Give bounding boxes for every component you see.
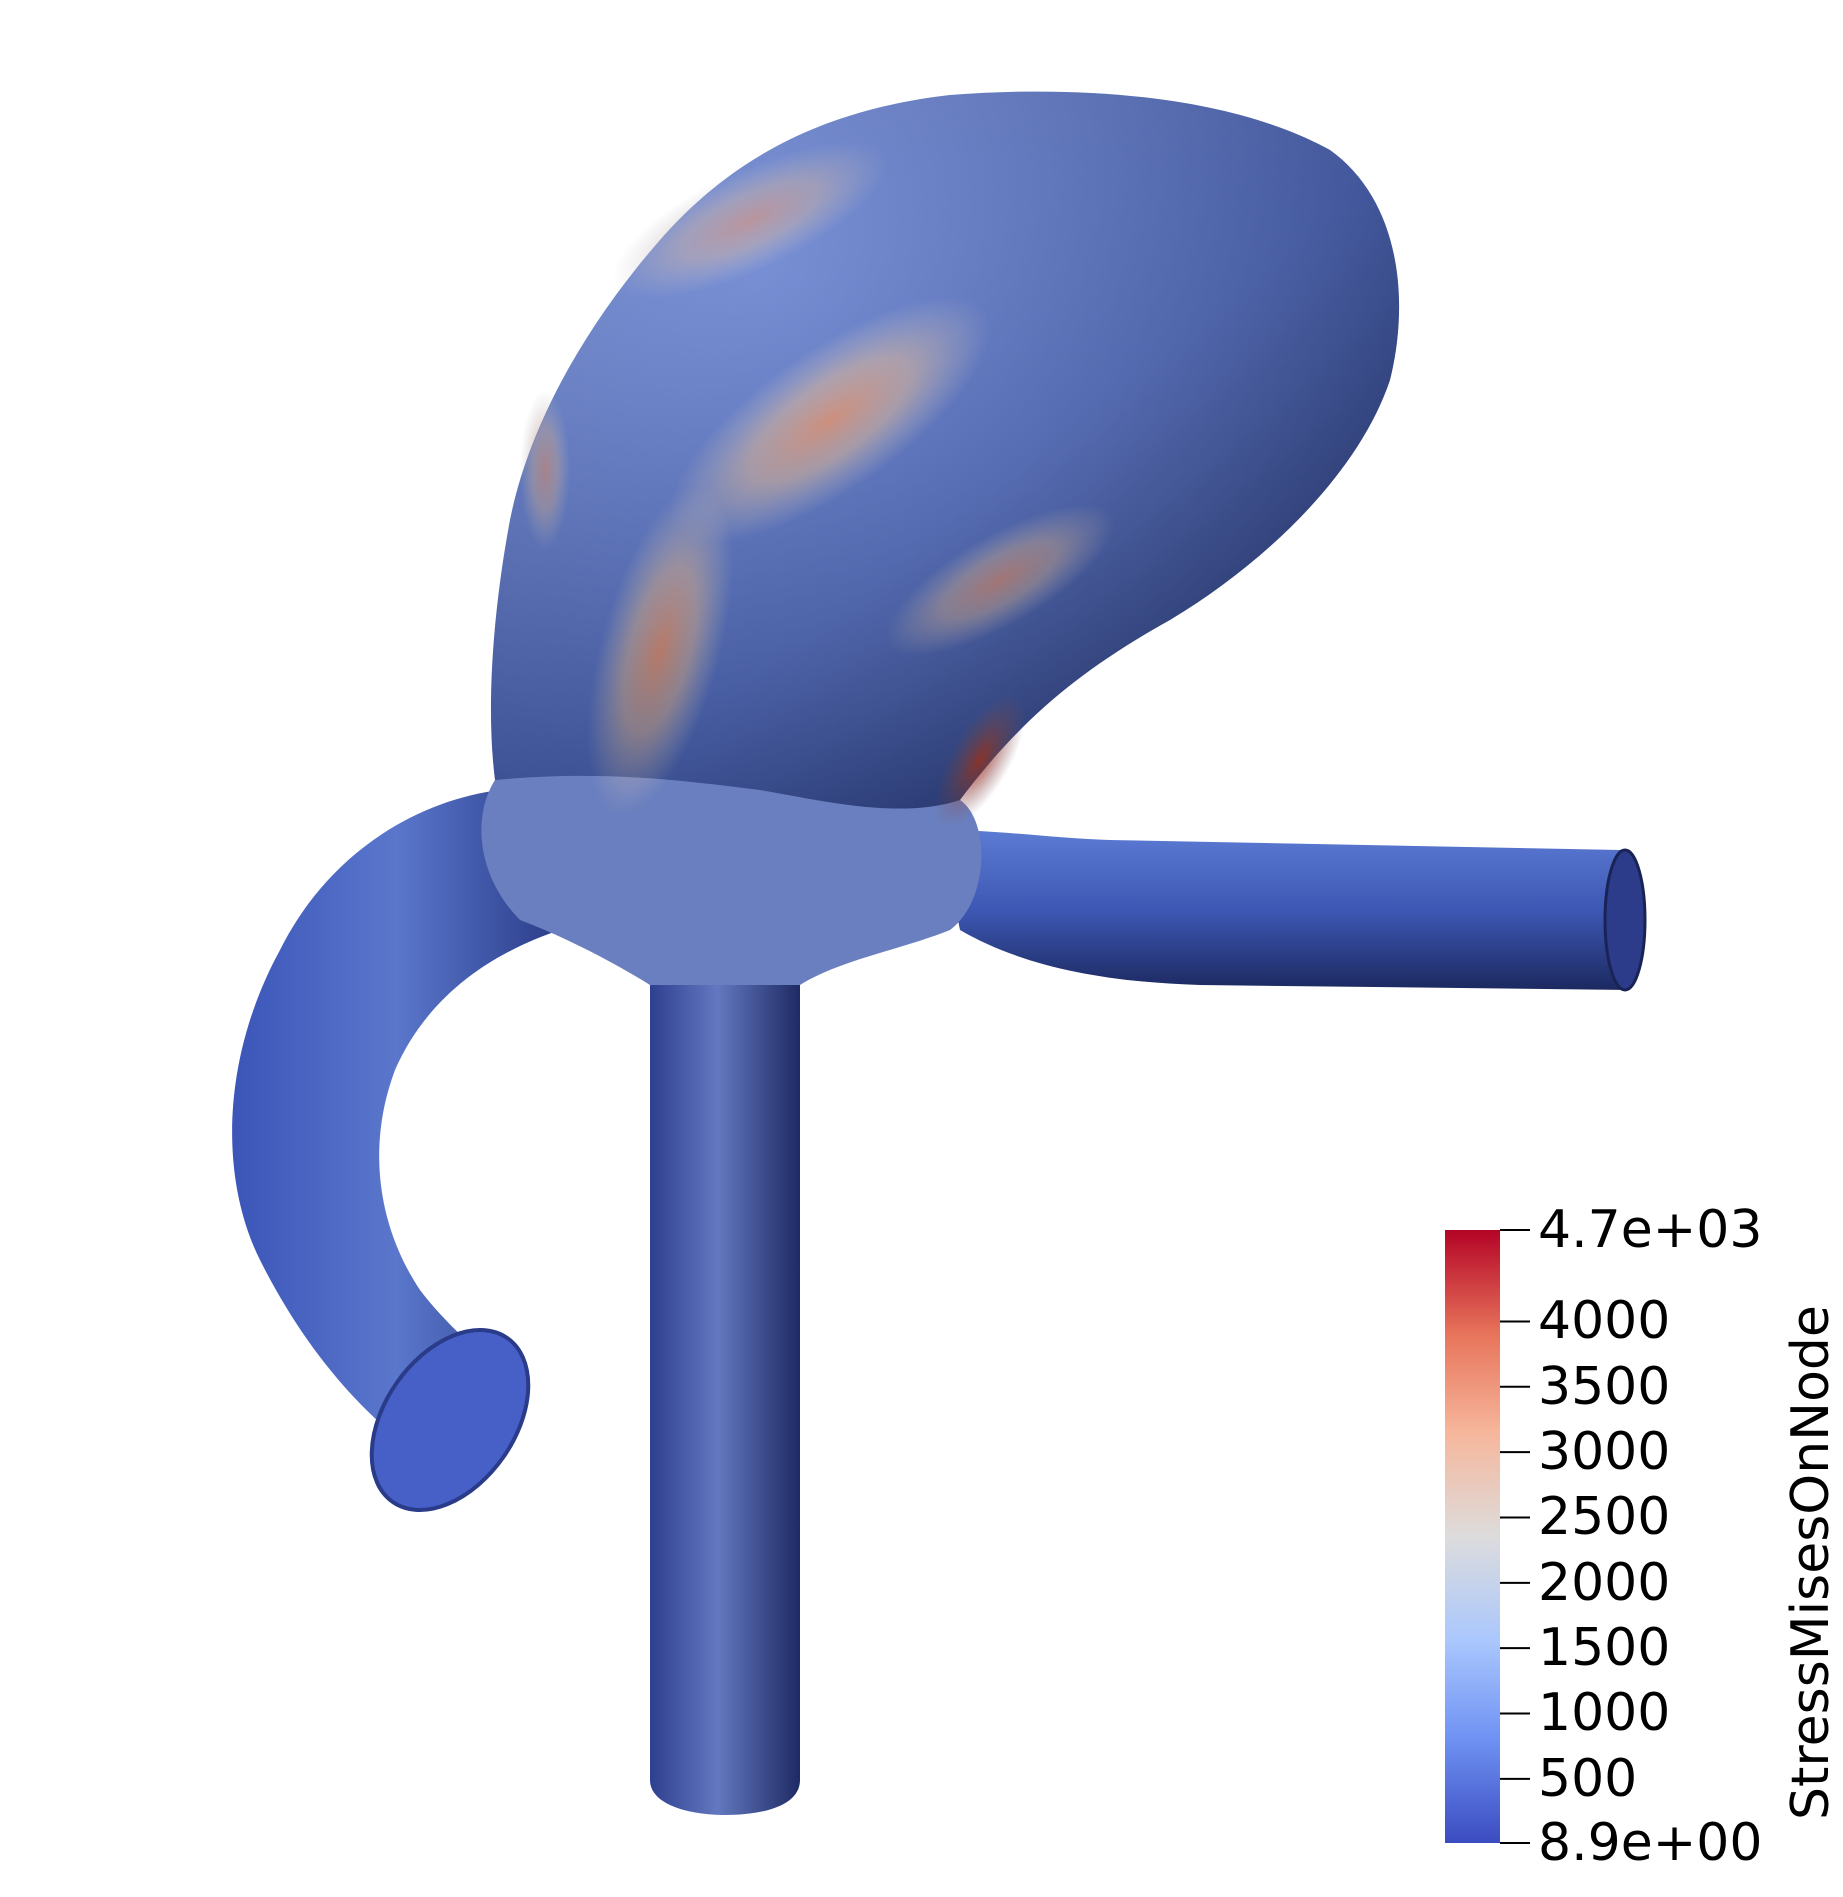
right-branch-opening xyxy=(1603,848,1647,992)
colorbar-tick-label: 1000 xyxy=(1538,1683,1671,1744)
central-stem xyxy=(650,940,800,1815)
colorbar-ticks xyxy=(1500,1229,1530,1844)
colorbar-tick-label: 8.9e+00 xyxy=(1538,1813,1763,1873)
left-curved-branch xyxy=(232,790,560,1471)
right-horizontal-branch xyxy=(940,830,1630,990)
colorbar-title: StressMisesOnNode xyxy=(1781,1305,1841,1820)
colorbar-tick-label: 4.7e+03 xyxy=(1538,1200,1763,1260)
colorbar-tick-label: 3000 xyxy=(1538,1422,1671,1483)
colorbar-tick-label: 3500 xyxy=(1538,1356,1671,1417)
colorbar-tick-label: 2500 xyxy=(1538,1487,1671,1548)
sac-shading xyxy=(490,91,1400,809)
colorbar-tick-label: 4000 xyxy=(1538,1291,1671,1352)
left-branch-opening xyxy=(369,1327,531,1513)
colorbar-tick-label: 500 xyxy=(1538,1748,1638,1809)
junction-neck xyxy=(481,760,982,985)
colorbar-gradient xyxy=(1445,1230,1500,1843)
colorbar-tick-label: 2000 xyxy=(1538,1552,1671,1613)
colorbar-tick-label: 1500 xyxy=(1538,1618,1671,1679)
